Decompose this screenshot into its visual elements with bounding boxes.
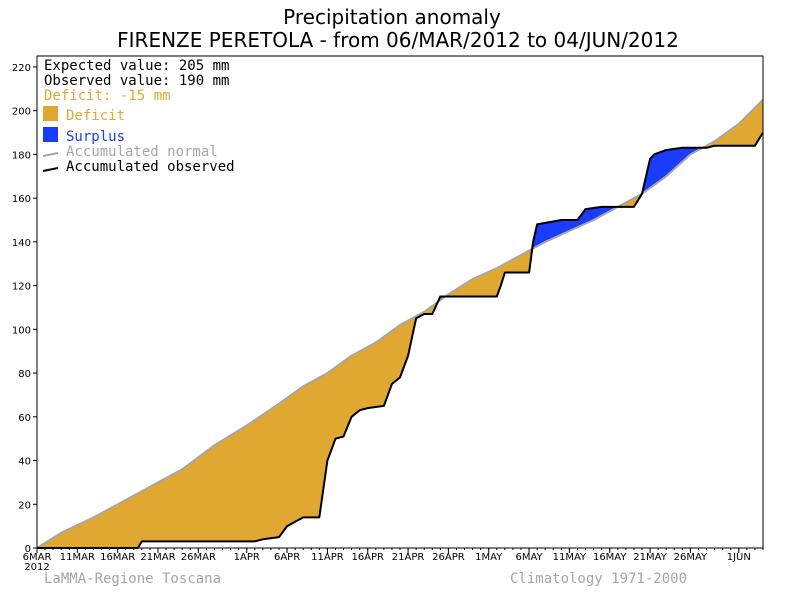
x-tick-label: 11MAR	[60, 552, 95, 563]
x-tick-label: 21APR	[392, 552, 425, 563]
legend-surplus-label: Surplus	[66, 129, 125, 145]
y-tick-label: 80	[18, 369, 31, 380]
deficit-area-6	[702, 98, 764, 149]
stats-box: Expected value: 205 mm Observed value: 1…	[44, 58, 229, 104]
x-tick-label: 1APR	[234, 552, 260, 563]
x-tick-label: 1JUN	[727, 552, 751, 563]
chart-subtitle: FIRENZE PERETOLA - from 06/MAR/2012 to 0…	[117, 28, 679, 52]
x-tick-label: 26MAR	[181, 552, 216, 563]
expected-value-text: Expected value: 205 mm	[44, 58, 229, 74]
legend-observed-label: Accumulated observed	[66, 159, 235, 175]
x-tick-label: 16MAY	[593, 552, 627, 563]
y-tick-label: 160	[12, 194, 31, 205]
x-tick-label: 11MAY	[553, 552, 587, 563]
plot-frame	[36, 55, 764, 549]
legend-observed-line	[42, 167, 59, 172]
series-lines	[36, 98, 764, 549]
deficit-area-0	[37, 301, 438, 549]
legend-surplus-swatch	[43, 127, 58, 142]
y-tick-label: 40	[18, 457, 31, 468]
x-year-label: 2012	[24, 562, 49, 573]
y-tick-label: 20	[18, 500, 31, 511]
legend-deficit-label: Deficit	[66, 108, 125, 124]
x-tick-label: 6MAR	[23, 552, 52, 563]
y-tick-label: 0	[25, 544, 31, 555]
legend-deficit-swatch	[43, 106, 58, 121]
x-tick-label: 16MAR	[100, 552, 135, 563]
footer-credit: LaMMA-Regione Toscana	[44, 571, 221, 587]
x-tick-label: 21MAR	[140, 552, 175, 563]
legend-normal-label: Accumulated normal	[66, 144, 218, 160]
y-tick-label: 60	[18, 413, 31, 424]
x-tick-label: 6MAY	[515, 552, 543, 563]
y-tick-label: 220	[12, 63, 31, 74]
y-tick-label: 120	[12, 282, 31, 293]
footer-climatology: Climatology 1971-2000	[510, 571, 687, 587]
chart-title: Precipitation anomaly	[283, 5, 501, 29]
y-tick-label: 140	[12, 238, 31, 249]
x-tick-label: 6APR	[274, 552, 300, 563]
y-tick-label: 200	[12, 107, 31, 118]
y-axis: 0 20 40 60 80 100 120 140 160 180 200 220	[12, 63, 37, 555]
x-tick-label: 26APR	[432, 552, 465, 563]
x-tick-label: 16APR	[351, 552, 384, 563]
legend: Deficit Surplus Accumulated normal Accum…	[42, 106, 235, 175]
x-tick-label: 11APR	[311, 552, 344, 563]
y-tick-label: 100	[12, 325, 31, 336]
x-tick-label: 26MAY	[674, 552, 708, 563]
deficit-value-text: Deficit: -15 mm	[44, 88, 170, 104]
x-axis: 6MAR 11MAR 16MAR 21MAR 26MAR 1APR 6APR 11APR 16A…	[23, 548, 764, 573]
legend-normal-line	[42, 152, 59, 157]
accumulated-observed-line	[37, 131, 764, 549]
observed-value-text: Observed value: 190 mm	[44, 73, 229, 89]
x-tick-label: 1MAY	[475, 552, 503, 563]
x-tick-label: 21MAY	[633, 552, 667, 563]
accumulated-normal-line	[36, 98, 764, 549]
y-tick-label: 180	[12, 150, 31, 161]
